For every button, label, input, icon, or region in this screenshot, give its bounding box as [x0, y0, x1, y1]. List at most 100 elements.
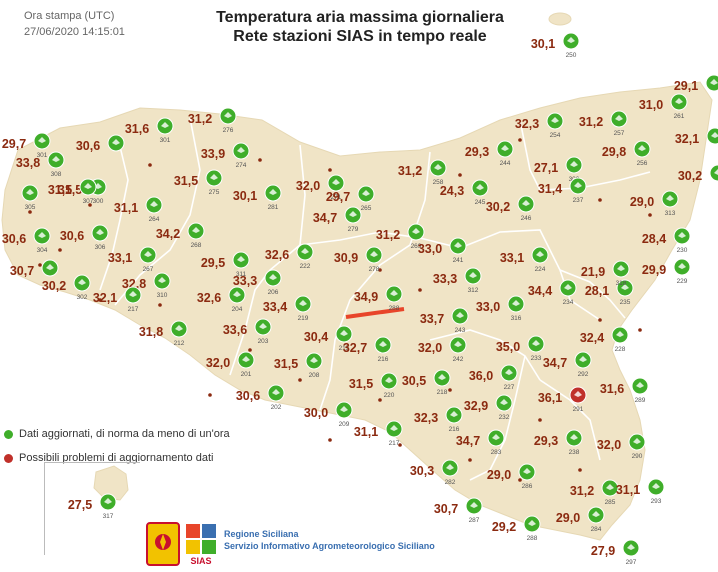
- station-marker[interactable]: 33,8 308: [16, 151, 65, 178]
- station-marker[interactable]: 29,8 256: [602, 140, 651, 167]
- station-marker[interactable]: 33,1 224: [500, 246, 549, 273]
- station-temperature: 33,0: [476, 300, 500, 314]
- station-marker[interactable]: 32,3 254: [515, 112, 564, 139]
- station-marker[interactable]: 32,0 242: [418, 336, 467, 363]
- station-marker[interactable]: 34,9 288: [354, 285, 403, 312]
- station-marker[interactable]: 31,1 293: [616, 478, 665, 505]
- station-marker[interactable]: 21,9 318: [581, 260, 630, 287]
- station-marker[interactable]: 33,7 243: [420, 307, 469, 334]
- station-marker[interactable]: 33,6 203: [223, 318, 272, 345]
- station-marker[interactable]: 31,1 264: [114, 196, 163, 223]
- station-marker[interactable]: 34,7 283: [456, 429, 505, 456]
- station-marker[interactable]: 32,8 310: [122, 272, 171, 299]
- station-marker[interactable]: 32,0 271: [296, 174, 345, 201]
- station-marker[interactable]: 30,3 282: [410, 459, 459, 486]
- station-marker[interactable]: 305: [21, 184, 39, 211]
- station-marker[interactable]: 33,3 206: [233, 269, 282, 296]
- station-marker[interactable]: 31,2 269: [376, 223, 425, 250]
- station-marker[interactable]: 33,4 219: [263, 295, 312, 322]
- station-marker[interactable]: 36,1 291: [538, 386, 587, 413]
- station-id: 245: [475, 199, 486, 206]
- station-marker[interactable]: 31,0 261: [639, 93, 688, 120]
- station-icon-glyph: [385, 377, 393, 383]
- station-marker[interactable]: 31,6 289: [600, 377, 649, 404]
- station-marker[interactable]: 30,7 287: [434, 497, 483, 524]
- station-marker[interactable]: 32,6 222: [265, 243, 314, 270]
- station-marker[interactable]: 30,6 306: [60, 224, 109, 251]
- station-temperature: 32,3: [414, 411, 438, 425]
- station-marker[interactable]: 30,4 215: [304, 325, 353, 352]
- station-marker[interactable]: 31,2 276: [188, 107, 237, 134]
- station-marker[interactable]: 32,4 228: [580, 326, 629, 353]
- station-marker[interactable]: 28,1 235: [585, 279, 634, 306]
- station-marker[interactable]: 30,0 209: [304, 401, 353, 428]
- station-marker[interactable]: 29,0 313: [630, 190, 679, 217]
- station-marker[interactable]: 31,4 237: [538, 177, 587, 204]
- station-marker[interactable]: 33,9 274: [201, 142, 250, 169]
- station-marker[interactable]: 30,6 304: [2, 227, 51, 254]
- station-marker[interactable]: 30,2 302: [42, 274, 91, 301]
- station-marker[interactable]: 31,2 258: [398, 159, 447, 186]
- station-marker[interactable]: 33,0 316: [476, 295, 525, 322]
- station-temperature: 33,3: [433, 272, 457, 286]
- station-marker[interactable]: 30,1 250: [531, 32, 580, 59]
- station-marker[interactable]: 31,5 220: [349, 372, 398, 399]
- station-marker[interactable]: 30,6: [76, 134, 125, 153]
- station-id: 286: [522, 483, 533, 490]
- station-marker[interactable]: 29,9 229: [642, 258, 691, 285]
- station-marker[interactable]: 32,1 217: [93, 286, 142, 313]
- station-marker[interactable]: 29,7 265: [326, 185, 375, 212]
- station-marker[interactable]: 31,5 208: [274, 352, 323, 379]
- station-marker[interactable]: 34,4 234: [528, 279, 577, 306]
- station-marker[interactable]: 32,7 216: [343, 336, 392, 363]
- station-marker[interactable]: 29,2 288: [492, 515, 541, 542]
- station-icon-glyph: [158, 277, 166, 283]
- islet-shape: [548, 12, 572, 26]
- station-marker[interactable]: 32,1: [675, 127, 718, 146]
- station-marker[interactable]: 27,5 317: [68, 493, 117, 520]
- station-marker[interactable]: 33,0 241: [418, 237, 467, 264]
- station-marker[interactable]: 29,7 301: [2, 132, 51, 159]
- station-marker[interactable]: 27,9 297: [591, 539, 640, 566]
- station-marker[interactable]: 31,8 212: [139, 320, 188, 347]
- station-marker[interactable]: 30,2 246: [486, 195, 535, 222]
- station-marker[interactable]: 34,2 268: [156, 222, 205, 249]
- station-id: 206: [268, 289, 279, 296]
- station-marker[interactable]: 32,6 204: [197, 286, 246, 313]
- station-marker[interactable]: 29,0 286: [487, 463, 536, 490]
- station-marker[interactable]: 30,7: [10, 259, 59, 278]
- station-marker[interactable]: 31,2 285: [570, 479, 619, 506]
- inset-frame: [44, 462, 140, 555]
- station-temperature: 32,0: [296, 179, 320, 193]
- station-marker[interactable]: 36,0 227: [469, 364, 518, 391]
- station-marker[interactable]: 33,3 312: [433, 267, 482, 294]
- station-marker[interactable]: 30,1 281: [233, 184, 282, 211]
- station-marker[interactable]: 28,4 230: [642, 227, 691, 254]
- station-marker[interactable]: 32,3 216: [414, 406, 463, 433]
- station-marker[interactable]: 29,1: [674, 74, 718, 93]
- station-marker[interactable]: 29,0 284: [556, 506, 605, 533]
- station-marker[interactable]: 32,0 290: [597, 433, 646, 460]
- station-marker[interactable]: 30,5 218: [402, 369, 451, 396]
- station-marker[interactable]: 32,9 232: [464, 394, 513, 421]
- station-marker[interactable]: 32,0 201: [206, 351, 255, 378]
- station-marker[interactable]: 31,1 217: [354, 420, 403, 447]
- station-marker[interactable]: 29,3 244: [465, 140, 514, 167]
- station-marker[interactable]: 30,9 278: [334, 246, 383, 273]
- station-marker[interactable]: 24,3 245: [440, 179, 489, 206]
- station-marker[interactable]: 34,7 292: [543, 351, 592, 378]
- station-marker[interactable]: 33,1 267: [108, 246, 157, 273]
- station-id: 230: [677, 247, 688, 254]
- station-marker[interactable]: 31,6 301: [125, 117, 174, 144]
- station-marker[interactable]: 30,2: [678, 164, 718, 183]
- station-marker[interactable]: 29,5 311: [201, 251, 250, 278]
- station-marker[interactable]: 29,3 238: [534, 429, 583, 456]
- station-marker[interactable]: 34,7 279: [313, 206, 362, 233]
- station-id: 234: [563, 299, 574, 306]
- station-marker[interactable]: 35,0 233: [496, 335, 545, 362]
- station-marker[interactable]: 30,6 202: [236, 384, 285, 411]
- station-marker[interactable]: 31,2 257: [579, 110, 628, 137]
- station-temperature: 33,1: [108, 251, 132, 265]
- station-marker[interactable]: 31,5 275: [174, 169, 223, 196]
